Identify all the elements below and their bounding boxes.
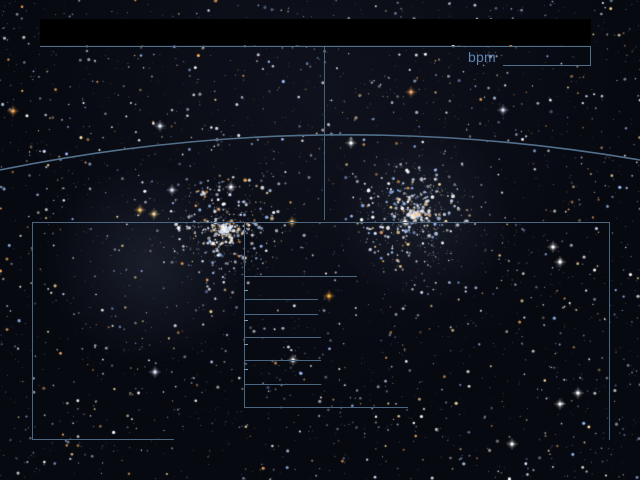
top-title-bar (40, 19, 591, 45)
list-row-divider (245, 337, 321, 338)
list-row-divider (245, 314, 318, 315)
list-row-divider (245, 276, 357, 277)
list-row-divider (245, 384, 321, 385)
top-bar-divider (40, 46, 591, 47)
list-row-divider (245, 299, 318, 300)
list-row-marker (244, 290, 248, 291)
list-row-marker (244, 369, 248, 370)
bpm-label: bpm (468, 49, 496, 65)
bpm-value-field[interactable] (503, 47, 591, 66)
center-divider (324, 47, 325, 220)
list-row-marker (244, 320, 248, 321)
lower-panel-bottom-edge (32, 439, 174, 440)
list-row-divider (245, 360, 321, 361)
list-row-marker (244, 344, 248, 345)
inner-panel-bottom-edge (244, 407, 408, 408)
lower-panel-frame (32, 222, 610, 440)
inner-panel-frame (244, 222, 245, 408)
